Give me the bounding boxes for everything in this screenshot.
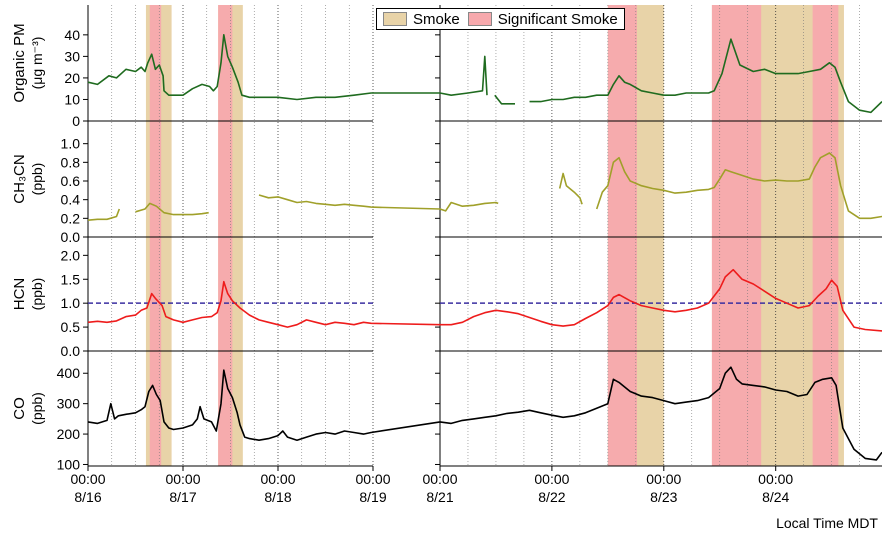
y-axis-unit-label: (ppb)	[29, 278, 45, 311]
x-tick-date-label: 8/19	[359, 489, 386, 505]
y-tick-label: 1.5	[61, 271, 81, 287]
x-tick-date-label: 8/17	[169, 489, 196, 505]
y-axis-unit-label: (ppb)	[29, 392, 45, 425]
y-tick-label: 0.6	[61, 173, 81, 189]
organic_pm-series-line	[495, 95, 515, 104]
y-tick-label: 0.0	[61, 343, 81, 359]
y-axis-label: CO	[11, 397, 28, 420]
significant-smoke-period	[813, 5, 839, 466]
ch3cn-series-line	[560, 174, 582, 205]
x-tick-date-label: 8/21	[426, 489, 453, 505]
legend-label-smoke: Smoke	[413, 11, 460, 28]
x-tick-time-label: 00:00	[646, 471, 681, 487]
y-tick-label: 0	[72, 113, 80, 129]
y-tick-label: 0.0	[61, 229, 81, 245]
time-axis: Local Time MDT 00:00 8/16 00:00 8/17 00:00 8/…	[70, 466, 882, 531]
y-tick-label: 30	[64, 48, 80, 64]
y-tick-label: 2.0	[61, 247, 81, 263]
ch3cn-series-line	[88, 209, 119, 220]
x-tick-time-label: 00:00	[260, 471, 295, 487]
y-tick-label: 0.8	[61, 154, 81, 170]
x-tick-date-label: 8/22	[538, 489, 565, 505]
chart-legend: Smoke Significant Smoke	[376, 8, 625, 30]
y-tick-label: 300	[57, 396, 81, 412]
x-tick-date-label: 8/16	[74, 489, 101, 505]
y-axis-label: Organic PM	[11, 23, 28, 102]
y-axis-unit-label: (ppb)	[29, 163, 45, 196]
x-tick-time-label: 00:00	[70, 471, 105, 487]
y-tick-label: 400	[57, 365, 81, 381]
significant-smoke-period	[712, 5, 761, 466]
y-axis-label: HCN	[11, 278, 28, 311]
y-tick-label: 0.4	[61, 192, 81, 208]
y-tick-label: 40	[64, 27, 80, 43]
y-tick-label: 1.0	[61, 295, 81, 311]
legend-label-significant-smoke: Significant Smoke	[498, 11, 618, 28]
smoke-swatch	[383, 12, 407, 26]
smoke-shading-layer	[146, 5, 844, 466]
x-tick-date-label: 8/24	[762, 489, 789, 505]
y-axis-label: CH₃CN	[11, 154, 28, 203]
x-tick-time-label: 00:00	[758, 471, 793, 487]
ch3cn-series-line	[259, 195, 498, 211]
y-tick-label: 10	[64, 91, 80, 107]
legend-item-smoke: Smoke	[383, 11, 460, 28]
y-tick-label: 200	[57, 426, 81, 442]
x-tick-date-label: 8/18	[264, 489, 291, 505]
y-tick-label: 1.0	[61, 136, 81, 152]
legend-item-significant-smoke: Significant Smoke	[468, 11, 618, 28]
significant-smoke-swatch	[468, 12, 492, 26]
y-tick-label: 0.5	[61, 319, 81, 335]
significant-smoke-period	[608, 5, 637, 466]
y-tick-label: 0.2	[61, 210, 81, 226]
y-axis-unit-label: (μg m⁻³)	[29, 37, 45, 90]
x-tick-time-label: 00:00	[534, 471, 569, 487]
x-tick-time-label: 00:00	[422, 471, 457, 487]
y-tick-label: 20	[64, 70, 80, 86]
x-tick-time-label: 00:00	[165, 471, 200, 487]
x-axis-title: Local Time MDT	[776, 515, 878, 531]
x-tick-date-label: 8/23	[650, 489, 677, 505]
x-tick-time-label: 00:00	[355, 471, 390, 487]
